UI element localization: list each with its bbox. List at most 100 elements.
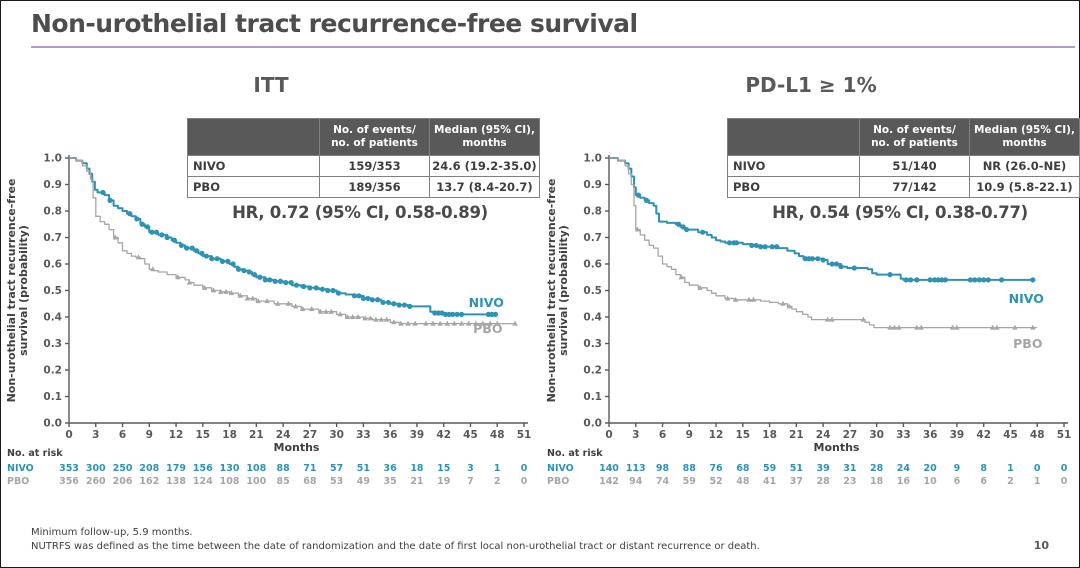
censor-marker bbox=[753, 242, 759, 249]
x-tick-label: 3 bbox=[632, 429, 639, 441]
nivo-median-value: NR (26.0-NE) bbox=[969, 155, 1080, 177]
censor-marker bbox=[891, 324, 898, 330]
censor-marker bbox=[815, 256, 821, 262]
censor-marker bbox=[217, 288, 224, 294]
x-tick-label: 33 bbox=[896, 429, 911, 441]
censor-marker bbox=[228, 290, 235, 296]
risk-value: 162 bbox=[139, 476, 159, 487]
censor-marker bbox=[684, 226, 690, 233]
risk-value: 0 bbox=[521, 476, 528, 487]
pdl1-stats-table: No. of events/ no. of patients Median (9… bbox=[727, 118, 1080, 198]
censor-marker bbox=[758, 244, 764, 250]
censor-marker bbox=[458, 320, 465, 326]
x-tick-label: 48 bbox=[1030, 429, 1045, 441]
risk-value: 113 bbox=[626, 463, 646, 474]
censor-marker bbox=[325, 287, 331, 294]
x-tick-label: 30 bbox=[869, 429, 884, 441]
censor-marker bbox=[444, 320, 450, 326]
censor-marker bbox=[981, 277, 987, 283]
censor-marker bbox=[697, 284, 703, 290]
risk-value: 18 bbox=[410, 463, 424, 474]
y-axis-label: Non-urothelial tract recurrence-free surv… bbox=[545, 179, 570, 403]
censor-marker bbox=[487, 320, 493, 326]
censor-marker bbox=[112, 234, 119, 240]
x-axis-label: Months bbox=[814, 441, 860, 454]
itt-panel-title: ITT bbox=[253, 73, 289, 97]
censor-marker bbox=[833, 261, 840, 267]
risk-value: 7 bbox=[467, 476, 474, 487]
censor-marker bbox=[241, 268, 247, 274]
risk-value: 0 bbox=[1061, 463, 1068, 474]
censor-marker bbox=[446, 311, 452, 317]
censor-marker bbox=[307, 285, 313, 291]
censor-marker bbox=[746, 296, 752, 302]
risk-value: 68 bbox=[303, 476, 317, 487]
censor-marker bbox=[774, 244, 780, 250]
censor-marker bbox=[356, 293, 362, 299]
censor-marker bbox=[246, 269, 252, 275]
censor-marker bbox=[375, 297, 381, 303]
censor-marker bbox=[432, 310, 438, 316]
risk-value: 0 bbox=[521, 463, 528, 474]
risk-value: 1 bbox=[494, 463, 501, 474]
censor-marker bbox=[412, 320, 418, 326]
x-tick-label: 12 bbox=[709, 429, 724, 441]
pbo-row-label: PBO bbox=[187, 176, 320, 198]
risk-value: 51 bbox=[790, 463, 803, 474]
censor-marker bbox=[199, 250, 205, 256]
censor-marker bbox=[750, 296, 757, 302]
risk-value: 206 bbox=[113, 476, 133, 487]
x-tick-label: 6 bbox=[659, 429, 666, 441]
censor-marker bbox=[680, 224, 686, 230]
censor-marker bbox=[244, 295, 251, 301]
y-tick-label: 0.6 bbox=[43, 259, 62, 271]
censor-marker bbox=[512, 320, 518, 326]
censor-marker bbox=[786, 303, 792, 309]
censor-marker bbox=[293, 282, 300, 288]
censor-marker bbox=[107, 197, 113, 203]
censor-marker bbox=[829, 316, 835, 322]
censor-marker bbox=[405, 320, 411, 326]
y-tick-label: 1.0 bbox=[583, 153, 602, 165]
censor-marker bbox=[489, 311, 495, 317]
risk-value: 1 bbox=[1034, 476, 1041, 487]
x-tick-label: 15 bbox=[736, 429, 751, 441]
censor-marker bbox=[337, 311, 343, 317]
censor-marker bbox=[344, 314, 351, 319]
censor-marker bbox=[201, 284, 208, 290]
risk-value: 36 bbox=[384, 463, 398, 474]
censor-marker bbox=[391, 319, 397, 325]
censor-marker bbox=[1012, 324, 1018, 330]
censor-marker bbox=[383, 316, 390, 322]
censor-marker bbox=[398, 320, 404, 326]
x-tick-label: 21 bbox=[789, 429, 804, 441]
risk-value: 1 bbox=[1007, 463, 1014, 474]
censor-marker bbox=[378, 316, 384, 322]
x-tick-label: 9 bbox=[686, 429, 693, 441]
censor-marker bbox=[824, 316, 831, 322]
risk-value: 179 bbox=[166, 463, 186, 474]
risk-value: 23 bbox=[843, 476, 856, 487]
pbo-median-value: 10.9 (5.8-22.1) bbox=[969, 176, 1080, 198]
risk-value: 39 bbox=[817, 463, 830, 474]
risk-value: 130 bbox=[220, 463, 240, 474]
censor-marker bbox=[485, 311, 491, 317]
x-tick-label: 12 bbox=[169, 429, 184, 441]
pbo-curve bbox=[69, 157, 516, 325]
risk-value: 88 bbox=[683, 463, 697, 474]
pbo-median-value: 13.7 (8.4-20.7) bbox=[429, 176, 540, 198]
censor-marker bbox=[230, 261, 236, 267]
censor-marker bbox=[235, 266, 242, 272]
x-tick-label: 45 bbox=[1003, 429, 1018, 441]
censor-marker bbox=[264, 298, 270, 304]
y-axis-label-line: survival (probability) bbox=[557, 225, 570, 356]
panel-itt: 0.0 0.1 0.2 0.3 0.4 0.5 0.6 0.7 0.8 0.9 1.0 0 3 6 9 12 1… bbox=[1, 63, 541, 509]
censor-marker bbox=[976, 277, 982, 283]
y-tick-label: 0.5 bbox=[583, 285, 602, 297]
censor-marker bbox=[903, 277, 909, 283]
risk-value: 18 bbox=[870, 476, 884, 487]
risk-value: 356 bbox=[59, 476, 79, 487]
y-tick-label: 0.1 bbox=[583, 391, 602, 403]
risk-value: 19 bbox=[437, 476, 450, 487]
risk-value: 71 bbox=[303, 463, 316, 474]
